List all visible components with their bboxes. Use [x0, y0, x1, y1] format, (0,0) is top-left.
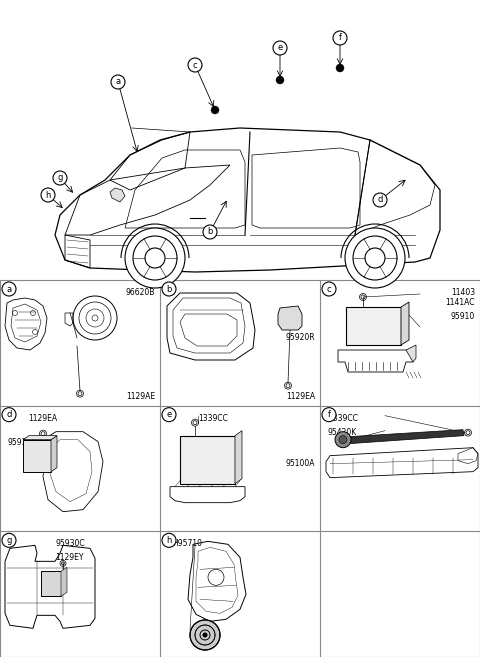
Circle shape	[345, 228, 405, 288]
Text: 95910: 95910	[451, 312, 475, 321]
Circle shape	[353, 236, 397, 280]
Circle shape	[211, 106, 219, 114]
Circle shape	[273, 41, 287, 55]
Text: 95930C: 95930C	[8, 438, 37, 447]
Text: c: c	[327, 284, 331, 294]
Text: 11403: 11403	[451, 288, 475, 297]
Circle shape	[373, 193, 387, 207]
Circle shape	[203, 633, 207, 637]
Text: 1339CC: 1339CC	[328, 414, 358, 422]
Polygon shape	[406, 345, 416, 362]
Text: g: g	[6, 536, 12, 545]
Text: f: f	[327, 410, 331, 419]
Polygon shape	[110, 188, 125, 202]
Text: h: h	[45, 191, 51, 200]
Circle shape	[365, 248, 385, 268]
Circle shape	[53, 171, 67, 185]
Circle shape	[203, 225, 217, 239]
Bar	[346, 307, 401, 345]
Circle shape	[2, 282, 16, 296]
Text: 1129EA: 1129EA	[28, 414, 57, 422]
Text: g: g	[57, 173, 63, 183]
Text: 96620B: 96620B	[126, 288, 155, 297]
Circle shape	[125, 228, 185, 288]
Circle shape	[276, 76, 284, 84]
Text: 95930C: 95930C	[55, 539, 84, 549]
Text: 1339CC: 1339CC	[198, 414, 228, 422]
Circle shape	[190, 620, 220, 650]
Circle shape	[133, 236, 177, 280]
Circle shape	[333, 31, 347, 45]
Circle shape	[335, 432, 351, 447]
Text: H95710: H95710	[172, 539, 202, 549]
Text: d: d	[377, 196, 383, 204]
Polygon shape	[235, 431, 242, 484]
Text: d: d	[6, 410, 12, 419]
Text: a: a	[115, 78, 120, 87]
Circle shape	[2, 533, 16, 547]
Text: 1129EY: 1129EY	[55, 553, 84, 562]
Circle shape	[162, 533, 176, 547]
Polygon shape	[61, 568, 67, 597]
Text: 95100A: 95100A	[286, 459, 315, 468]
Text: 1129EA: 1129EA	[286, 392, 315, 401]
Text: a: a	[6, 284, 12, 294]
Text: e: e	[167, 410, 172, 419]
Circle shape	[162, 282, 176, 296]
Text: b: b	[207, 227, 213, 237]
Circle shape	[162, 407, 176, 422]
Text: c: c	[192, 60, 197, 70]
Circle shape	[339, 436, 347, 443]
Bar	[23, 440, 51, 472]
Circle shape	[188, 58, 202, 72]
Circle shape	[2, 407, 16, 422]
Circle shape	[336, 64, 344, 72]
Circle shape	[208, 570, 224, 585]
Text: e: e	[277, 43, 283, 53]
Circle shape	[41, 188, 55, 202]
Circle shape	[322, 407, 336, 422]
Polygon shape	[23, 436, 57, 440]
Text: 95420K: 95420K	[328, 428, 357, 437]
Text: 1129AE: 1129AE	[126, 392, 155, 401]
Text: 1141AC: 1141AC	[445, 298, 475, 307]
Text: b: b	[166, 284, 172, 294]
Text: 95920R: 95920R	[286, 333, 315, 342]
Polygon shape	[51, 436, 57, 472]
Polygon shape	[278, 306, 302, 330]
Polygon shape	[349, 430, 464, 443]
Polygon shape	[401, 302, 409, 345]
Bar	[180, 436, 235, 484]
Circle shape	[145, 248, 165, 268]
Bar	[41, 572, 61, 597]
Text: f: f	[338, 34, 341, 43]
Circle shape	[111, 75, 125, 89]
Text: h: h	[166, 536, 172, 545]
Circle shape	[322, 282, 336, 296]
